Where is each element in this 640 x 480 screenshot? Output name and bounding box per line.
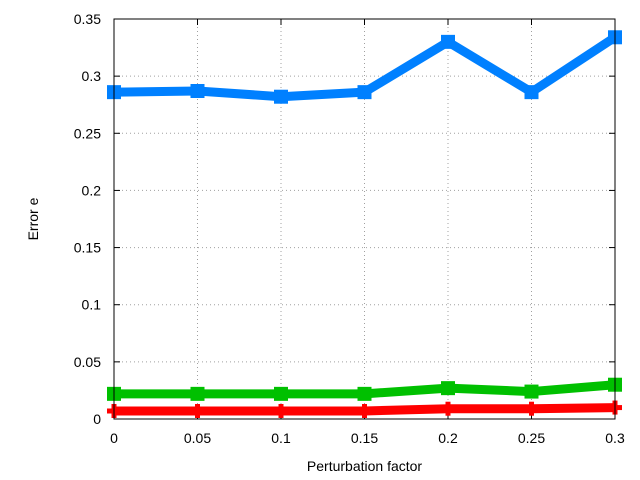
data-point [274, 89, 288, 104]
y-tick-label: 0.35 [74, 11, 101, 27]
x-tick-label: 0.25 [518, 430, 545, 446]
data-point [274, 386, 288, 401]
y-tick-label: 0.2 [82, 182, 102, 198]
series-layer [107, 30, 622, 418]
y-tick-label: 0.25 [74, 125, 101, 141]
data-point [524, 401, 539, 416]
x-tick-label: 0.15 [351, 430, 378, 446]
plot-frame [113, 18, 616, 420]
data-point [190, 386, 205, 401]
x-axis-title: Perturbation factor [307, 458, 423, 474]
data-point [357, 404, 372, 418]
data-point [190, 84, 205, 98]
x-tick-label: 0.05 [184, 430, 211, 446]
series-1 [107, 377, 622, 401]
x-tick-label: 0.1 [271, 430, 291, 446]
y-tick-label: 0.05 [74, 354, 101, 370]
x-tick-label: 0.2 [438, 430, 458, 446]
data-point [190, 404, 205, 418]
data-point [274, 404, 288, 418]
y-tick-label: 0.15 [74, 240, 101, 256]
data-point [357, 386, 372, 401]
data-point [524, 384, 539, 399]
data-point [441, 401, 455, 416]
x-tick-label: 0 [110, 430, 118, 446]
grid-lines [114, 19, 615, 419]
data-point [524, 85, 539, 100]
series-0 [107, 30, 622, 104]
data-point [441, 381, 455, 396]
y-axis-title: Error e [25, 197, 41, 240]
data-point [357, 85, 372, 100]
data-point [441, 34, 455, 49]
y-tick-label: 0.1 [82, 297, 102, 313]
x-tick-label: 0.3 [605, 430, 625, 446]
y-tick-label: 0 [93, 411, 101, 427]
tick-labels: 0 0.05 0.1 0.15 0.2 0.25 0.3 0 0.05 0.1 0.15 0.2 0.2… [74, 11, 625, 446]
y-tick-label: 0.3 [82, 68, 102, 84]
